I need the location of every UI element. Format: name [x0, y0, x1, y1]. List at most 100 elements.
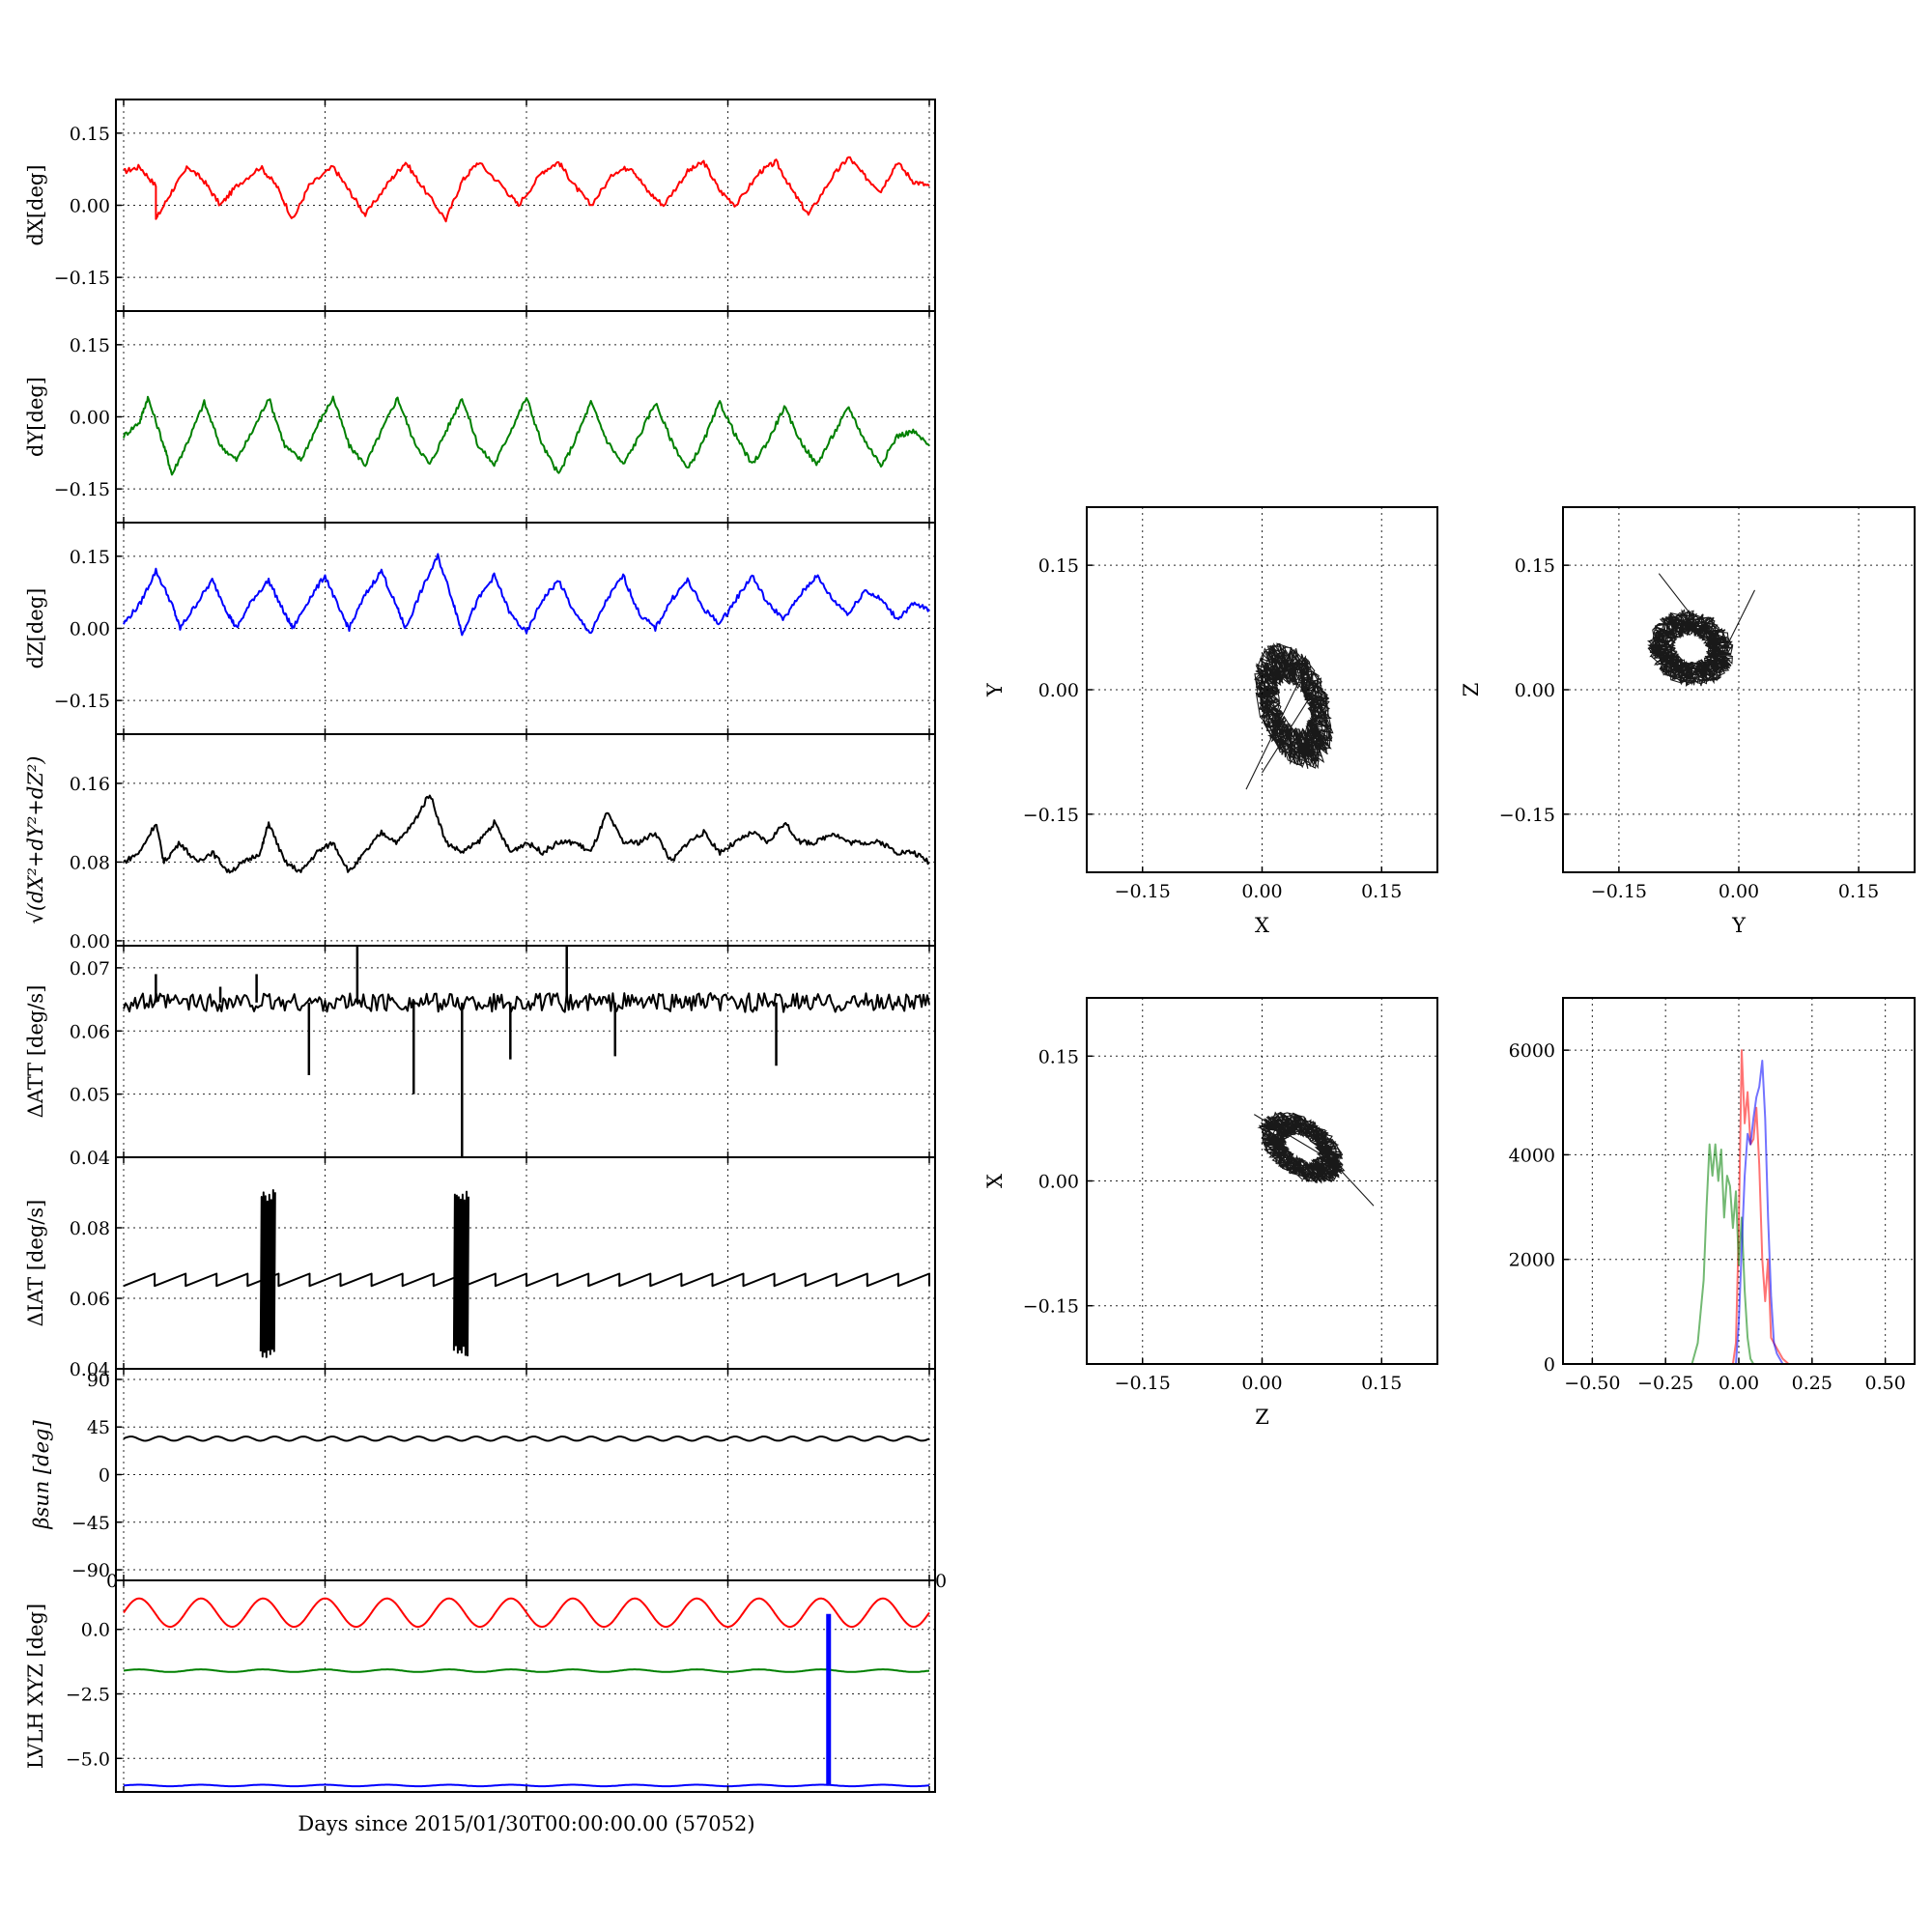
panel-frame	[1086, 997, 1438, 1365]
y-tick-label: 0.08	[70, 1218, 110, 1239]
y-axis-label: √(dX²+dY²+dZ²)	[24, 756, 47, 924]
panel-zx_scatter: −0.15 0.00 0.15 −0.15 0.00 0.15 Z X	[983, 997, 1438, 1429]
y-axis-label: dX[deg]	[24, 164, 47, 245]
x-axis-label: Y	[1731, 914, 1747, 937]
y-tick-label: −0.15	[1499, 805, 1555, 826]
scatter-trace	[1646, 573, 1755, 688]
panel-xy_scatter: −0.15 0.00 0.15 −0.15 0.00 0.15 X Y	[983, 506, 1438, 937]
histogram-line-0	[1563, 1049, 1915, 1365]
x-tick-label: 0.15	[1361, 881, 1402, 902]
x-tick-label: 0.15	[1838, 881, 1879, 902]
x-tick-label: 0.25	[1792, 1373, 1833, 1394]
y-axis-label-lvlh: LVLH XYZ [deg]	[24, 1604, 47, 1769]
series-line-datt	[123, 992, 930, 1013]
y-tick-label: −0.15	[54, 691, 110, 712]
histogram-line-2	[1563, 1060, 1915, 1365]
y-axis-label-dx: dX[deg]	[24, 164, 47, 245]
y-tick-label: 0.15	[70, 547, 110, 568]
y-tick-label: 0.04	[70, 1359, 110, 1380]
y-axis-label: Y	[983, 682, 1007, 697]
x-tick-label: 0.00	[1241, 881, 1282, 902]
scatter-trace	[1245, 642, 1334, 790]
x-axis-label: X	[1255, 914, 1269, 937]
y-axis-label-dz: dZ[deg]	[24, 588, 47, 669]
y-tick-label: 0.00	[1038, 1172, 1079, 1193]
series-line-lvlh-2	[123, 1783, 930, 1788]
x-tick-label: −0.25	[1637, 1373, 1693, 1394]
series-line-mag-0	[123, 794, 930, 874]
series-line-dy-0	[123, 395, 930, 476]
x-tick-label: −0.15	[1115, 1373, 1171, 1394]
panel-dy: −0.15 0.00 0.15 dY[deg]	[24, 310, 936, 524]
panel-lvlh: −5.0 −2.5 0.0 LVLH XYZ [deg]	[24, 1579, 936, 1793]
panel-histogram: −0.50 −0.25 0.00 0.25 0.50 0 2000 4000 6000	[1509, 997, 1916, 1394]
y-tick-label: 4000	[1509, 1145, 1555, 1166]
y-tick-label: 0.06	[70, 1021, 110, 1042]
shared-x-axis-label: Days since 2015/01/30T00:00:00.00 (57052…	[298, 1812, 754, 1835]
x-axis-label: Z	[1255, 1406, 1269, 1429]
y-tick-label: 0.00	[70, 196, 110, 217]
y-axis-label-dy: dY[deg]	[24, 377, 47, 457]
y-axis-label-group: Z	[1460, 683, 1483, 697]
series-line-dx-0	[123, 156, 930, 223]
panel-dz: −0.15 0.00 0.15 dZ[deg]	[24, 522, 936, 735]
series-line-beta-0	[123, 1435, 930, 1442]
corner-label: 0	[935, 1571, 947, 1592]
y-tick-label: 0.00	[70, 619, 110, 640]
y-tick-label: 0.15	[70, 335, 110, 356]
y-tick-label: 0.07	[70, 958, 110, 980]
y-axis-label: ΔATT [deg/s]	[24, 985, 47, 1119]
y-tick-label: 0	[99, 1465, 110, 1487]
y-tick-label: 0.08	[70, 852, 110, 873]
y-axis-label-mag: √(dX²+dY²+dZ²)	[24, 756, 47, 924]
panel-frame	[1086, 506, 1438, 873]
x-tick-label: 0.00	[1719, 1373, 1759, 1394]
y-axis-label: X	[983, 1174, 1007, 1188]
y-tick-label: 0	[1544, 1354, 1555, 1376]
y-tick-label: 0.06	[70, 1289, 110, 1310]
panel-frame	[1562, 506, 1916, 873]
y-axis-label: ΔIAT [deg/s]	[24, 1200, 47, 1327]
y-tick-label: 0.00	[1515, 680, 1555, 701]
y-axis-label-group: X	[983, 1174, 1007, 1188]
y-axis-label-diat: ΔIAT [deg/s]	[24, 1200, 47, 1327]
y-tick-label: 0.00	[70, 408, 110, 429]
y-tick-label: 6000	[1509, 1040, 1555, 1062]
panel-frame	[115, 945, 936, 1158]
y-axis-label-beta: βsun [deg]	[30, 1420, 53, 1530]
x-tick-label: −0.15	[1591, 881, 1647, 902]
panel-diat: 0.04 0.06 0.08 ΔIAT [deg/s]	[24, 1156, 936, 1380]
y-tick-label: 0.00	[1038, 680, 1079, 701]
panel-mag: 0.00 0.08 0.16 √(dX²+dY²+dZ²)	[24, 733, 936, 952]
y-axis-label: Z	[1460, 683, 1483, 697]
panel-datt: 0.04 0.05 0.06 0.07 ΔATT [deg/s]	[24, 945, 936, 1169]
y-tick-label: 45	[87, 1417, 110, 1438]
series-line-dz-0	[123, 553, 930, 637]
y-tick-label: 0.15	[70, 124, 110, 145]
x-tick-label: −0.50	[1564, 1373, 1620, 1394]
y-tick-label: 0.15	[1038, 1046, 1079, 1067]
burst	[259, 1189, 276, 1358]
panel-frame	[1562, 997, 1916, 1365]
y-tick-label: 0.15	[1515, 555, 1555, 577]
panel-frame	[115, 1579, 936, 1793]
scatter-trace	[1254, 1111, 1375, 1207]
y-tick-label: 0.15	[1038, 555, 1079, 577]
panel-yz_scatter: −0.15 0.00 0.15 −0.15 0.00 0.15 Y Z	[1460, 506, 1916, 937]
x-tick-label: −0.15	[1115, 881, 1171, 902]
y-tick-label: −45	[71, 1513, 110, 1534]
y-tick-label: 0.00	[70, 931, 110, 952]
y-axis-label-datt: ΔATT [deg/s]	[24, 985, 47, 1119]
y-tick-label: −5.0	[66, 1748, 110, 1770]
y-axis-label: LVLH XYZ [deg]	[24, 1604, 47, 1769]
y-tick-label: −0.15	[1023, 1296, 1079, 1318]
x-tick-label: 0.15	[1361, 1373, 1402, 1394]
y-tick-label: 0.16	[70, 774, 110, 795]
y-tick-label: 0.05	[70, 1085, 110, 1106]
histogram-line-1	[1563, 1143, 1915, 1365]
y-tick-label: 2000	[1509, 1250, 1555, 1271]
y-axis-label-group: Y	[983, 682, 1007, 697]
panel-frame	[115, 1156, 936, 1370]
panels: −0.15 0.00 0.15 dX[deg] −0.15 0.00 0.15 dY[deg]…	[24, 99, 1916, 1793]
